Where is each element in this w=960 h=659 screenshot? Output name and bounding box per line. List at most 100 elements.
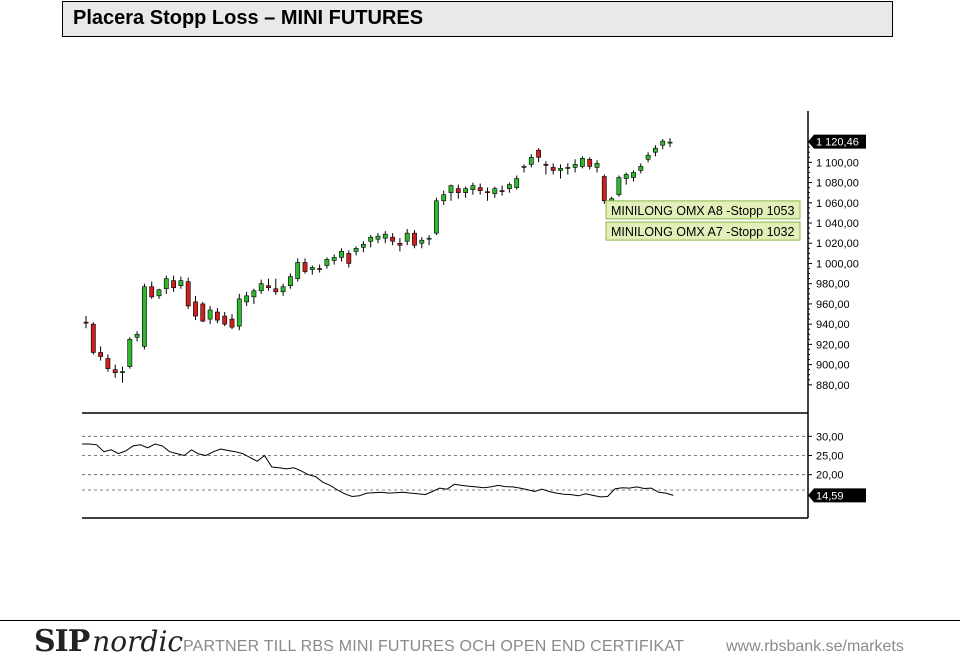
page-title: Placera Stopp Loss – MINI FUTURES [73, 7, 424, 29]
price-tick-label: 880,00 [816, 380, 850, 392]
candle-body [492, 188, 498, 194]
candle-body [536, 149, 541, 158]
candle-body [346, 253, 352, 264]
price-tick-label: 980,00 [816, 279, 850, 291]
candle-body [193, 301, 198, 317]
candle-body [579, 157, 585, 167]
candle-body [163, 278, 169, 290]
candle-body [587, 159, 593, 167]
candle-body [572, 164, 578, 168]
candle-body [382, 233, 388, 239]
price-tick-label: 1 100,00 [816, 157, 859, 169]
stop-annotation-label: MINILONG OMX A8 -Stopp 1053 [611, 204, 794, 218]
candle-body [266, 285, 271, 289]
candle-body [652, 147, 658, 153]
candle-body [594, 163, 600, 168]
candle-body [280, 286, 286, 293]
candle-body [98, 352, 103, 357]
candle-body [528, 156, 534, 165]
indicator-tick-label: 20,00 [816, 470, 844, 482]
footer-url: www.rbsbank.se/markets [726, 638, 904, 655]
candle-body [660, 140, 666, 146]
candle-body [360, 243, 366, 248]
candle-body [302, 262, 308, 272]
indicator-line [82, 443, 674, 498]
chart-area: 880,00 900,00 920,00 940,00 960,00 980,00 1 00… [82, 111, 866, 519]
price-tick-label: 1 080,00 [816, 178, 859, 190]
logo-nordic: nordic [92, 625, 184, 658]
candle-body [207, 309, 213, 320]
logo-sip: SIP [34, 624, 90, 659]
candle-body [120, 371, 125, 373]
candle-body [390, 236, 395, 242]
candle-body [127, 339, 133, 367]
last-indicator-marker [808, 488, 866, 503]
candle-body [543, 164, 549, 166]
candle-body [404, 232, 410, 242]
candle-body [251, 290, 257, 298]
last-price-marker [808, 134, 866, 149]
price-tick-label: 1 040,00 [816, 218, 859, 230]
candle-body [83, 321, 89, 324]
candle-body [156, 289, 162, 297]
candle-body [331, 257, 337, 261]
price-tick-label: 1 060,00 [816, 198, 859, 210]
candle-body [375, 235, 381, 240]
candle-body [638, 166, 644, 171]
price-tick-label: 940,00 [816, 319, 850, 331]
price-tick-label: 1 000,00 [816, 258, 859, 270]
candle-body [514, 178, 520, 188]
candle-body [236, 298, 242, 327]
candle-body [149, 286, 155, 298]
sip-nordic-logo: SIP nordic [34, 624, 184, 659]
candle-body [550, 167, 556, 171]
candle-body [222, 315, 228, 325]
candle-body [499, 190, 505, 192]
price-tick-label: 900,00 [816, 360, 850, 372]
candle-body [426, 237, 432, 240]
candle-body [178, 280, 184, 287]
candle-body [448, 185, 454, 193]
candle-body [171, 280, 176, 289]
candle-body [185, 281, 191, 307]
candle-body [258, 283, 264, 292]
candle-body [565, 167, 571, 169]
candle-body [287, 276, 293, 287]
candle-body [412, 232, 417, 246]
candle-body [477, 187, 483, 191]
candle-body [309, 267, 315, 270]
price-tick-label: 1 020,00 [816, 238, 859, 250]
candle-body [244, 295, 249, 303]
candle-body [353, 248, 359, 252]
candle-body [90, 323, 96, 353]
stop-annotation-label: MINILONG OMX A7 -Stopp 1032 [611, 225, 794, 239]
candle-body [433, 200, 439, 234]
candle-body [463, 188, 468, 193]
candle-body [273, 288, 279, 293]
candle-body [317, 268, 322, 270]
candle-body [631, 172, 636, 178]
footer-divider [0, 620, 960, 621]
candle-body [558, 168, 563, 171]
candle-body [485, 191, 490, 193]
candle-body [134, 333, 140, 338]
candle-body [339, 251, 344, 258]
candle-body [419, 239, 425, 244]
candle-body [112, 369, 118, 373]
footer-tagline: PARTNER TILL RBS MINI FUTURES OCH OPEN E… [183, 638, 685, 655]
candle-body [368, 236, 374, 242]
axis-panel [808, 111, 866, 518]
candle-body [200, 303, 206, 322]
price-tick-label: 920,00 [816, 339, 850, 351]
candle-body [506, 184, 512, 189]
candle-body [623, 174, 629, 179]
candle-body [521, 166, 527, 168]
candle-body [295, 262, 301, 279]
stop-annotation-box [605, 200, 801, 220]
candle-body [667, 141, 673, 144]
candle-body [142, 286, 147, 347]
candle-body [616, 177, 622, 196]
last-indicator-label: 14,59 [816, 490, 844, 502]
candle-body [215, 311, 220, 321]
candle-body [601, 176, 607, 202]
